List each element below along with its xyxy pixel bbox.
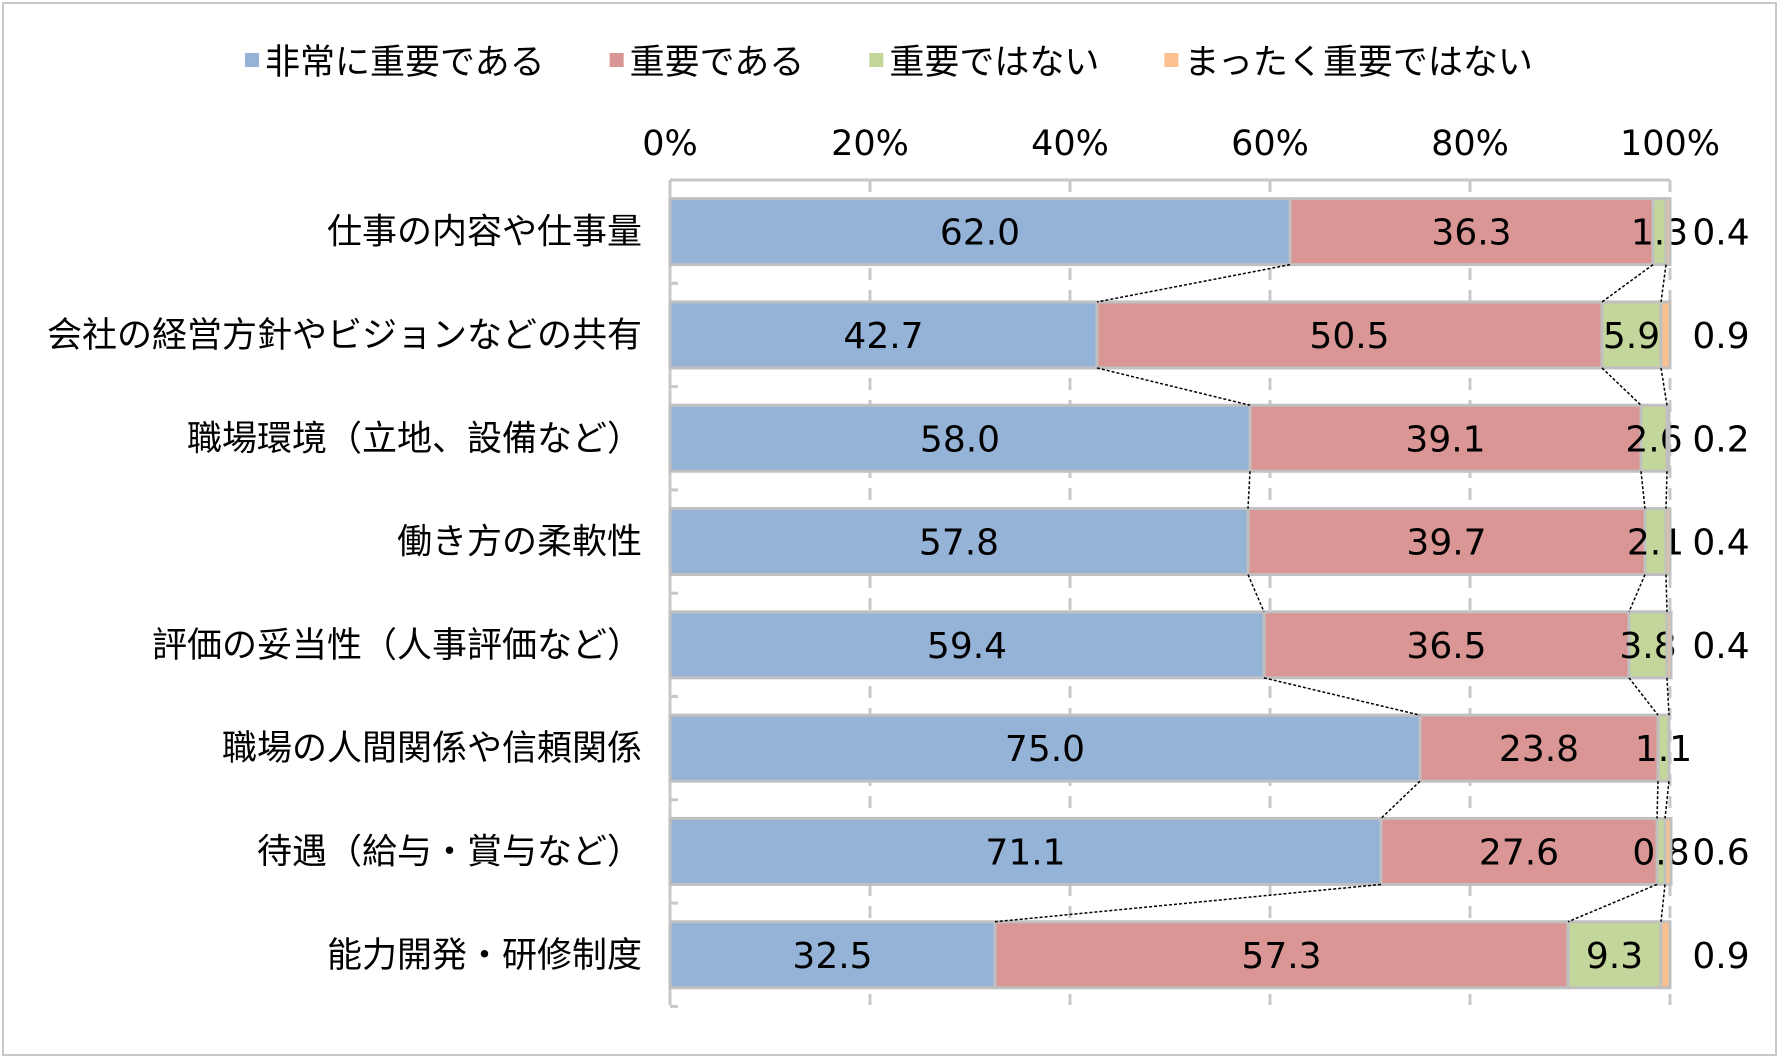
series-line [1660,884,1666,922]
bar-segment [1379,816,1659,886]
series-line [1656,781,1659,819]
bar-segment [1665,610,1673,680]
data-label: 0.9 [1692,316,1749,357]
bar-segment [1418,713,1660,783]
data-label: 0.2 [1692,419,1749,460]
data-label: 0.8 [1632,832,1689,873]
category-label: 働き方の柔軟性 [397,523,642,563]
bar-segment [1663,816,1673,886]
series-line [1601,264,1654,303]
legend-swatch [1164,53,1179,67]
bar-segment [668,713,1422,783]
x-tick-label: 60% [1231,124,1309,164]
data-label: 39.1 [1405,419,1485,460]
series-line [1665,574,1668,612]
x-tick-label: 100% [1620,124,1720,164]
data-label: 0.4 [1692,213,1749,254]
data-label: 2.6 [1625,419,1682,460]
series-line [1567,883,1658,923]
legend-label: まったく重要ではない [1184,43,1533,83]
bar-segment [1248,403,1643,473]
series-line [1664,781,1670,819]
bar-segment [1288,197,1655,267]
legend-swatch [245,53,259,67]
data-label: 0.9 [1692,936,1749,977]
data-label: 9.3 [1586,936,1643,977]
series-line [1660,367,1668,406]
series-line [1247,471,1251,509]
data-label: 1.1 [1635,729,1692,770]
bar-segment [1639,403,1669,473]
data-label: 32.5 [792,936,872,977]
legend-label: 重要ではない [889,43,1099,83]
data-label: 0.6 [1692,832,1749,873]
series-line [1263,677,1421,716]
legend-label: 非常に重要である [265,43,545,83]
data-label: 59.4 [927,626,1007,667]
data-label: 23.8 [1499,729,1579,770]
data-label: 36.5 [1406,626,1486,667]
data-label: 5.9 [1603,316,1660,357]
series-line [1601,367,1642,406]
legend-label: 重要である [630,43,805,83]
bar-segment [1664,507,1672,577]
data-label: 27.6 [1479,832,1559,873]
data-label: 39.7 [1406,523,1486,564]
data-label: 57.3 [1241,936,1321,977]
x-tick-label: 0% [642,124,698,164]
data-label: 71.1 [985,832,1065,873]
legend-swatch [869,53,884,67]
x-tick-label: 40% [1031,124,1109,164]
series-line [1096,367,1251,406]
series-line [1628,677,1659,716]
category-label: 会社の経営方針やビジョンなどの共有 [47,316,642,356]
category-label: 評価の妥当性（人事評価など） [152,626,642,666]
data-label: 42.7 [843,316,923,357]
bar-segment [1664,197,1672,267]
data-label: 0.4 [1692,626,1749,667]
data-label: 75.0 [1005,729,1085,770]
data-label: 58.0 [920,419,1000,460]
series-line [1096,263,1291,303]
bar-segment [1656,713,1671,783]
x-tick-label: 20% [831,124,909,164]
data-label: 2.1 [1627,523,1684,564]
series-line [1640,471,1646,509]
data-label: 50.5 [1309,316,1389,357]
series-line [1628,574,1646,613]
series-line [1380,780,1421,819]
series-line [1665,471,1668,509]
category-label: 職場の人間関係や信頼関係 [222,729,642,769]
bar-segment [1665,403,1671,473]
bar-segment [1095,300,1604,370]
data-label: 57.8 [919,523,999,564]
bar-segment [668,610,1266,680]
bar-segment [1566,920,1663,990]
data-label: 1.3 [1631,213,1688,254]
category-label: 能力開発・研修制度 [327,936,642,976]
series-line [1666,677,1670,716]
series-line [1660,264,1667,303]
category-label: 待遇（給与・賞与など） [257,832,642,872]
category-label: 仕事の内容や仕事量 [327,213,642,253]
bar-segment [668,920,997,990]
x-tick-label: 80% [1431,124,1509,164]
bar-segment [668,816,1383,886]
data-label: 62.0 [940,213,1020,254]
series-line [994,883,1382,923]
bar-segment [668,507,1250,577]
legend-swatch [609,53,624,67]
category-label: 職場環境（立地、設備など） [187,419,642,459]
series-line [1247,574,1265,613]
data-label: 36.3 [1431,213,1511,254]
bar-segment [1659,920,1672,990]
bar-segment [1659,300,1672,370]
data-label: 0.4 [1692,523,1749,564]
bar-segment [668,300,1099,370]
